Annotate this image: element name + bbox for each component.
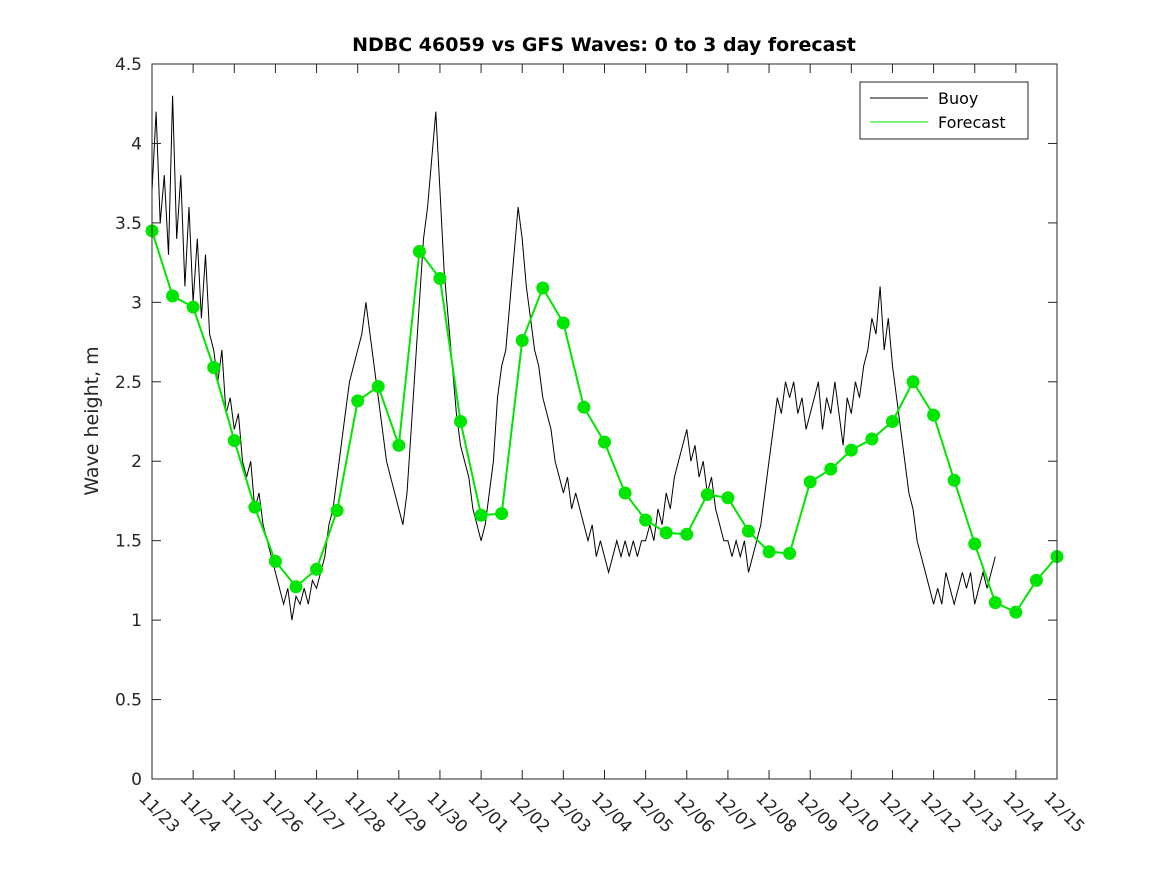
forecast-marker [783, 546, 797, 560]
forecast-marker [906, 375, 920, 389]
y-tick-label: 0 [131, 770, 142, 790]
forecast-marker [556, 316, 570, 330]
y-tick-label: 1 [131, 611, 142, 631]
forecast-marker [351, 394, 365, 408]
legend-box [859, 81, 1029, 140]
y-tick-label: 3 [131, 293, 142, 313]
y-tick-label: 3.5 [115, 214, 142, 234]
forecast-marker [659, 526, 673, 540]
forecast-marker [392, 438, 406, 452]
forecast-marker [577, 400, 591, 414]
chart-title: NDBC 46059 vs GFS Waves: 0 to 3 day fore… [352, 34, 856, 56]
forecast-marker [968, 537, 982, 551]
buoy-line [151, 95, 996, 621]
forecast-marker [454, 415, 468, 428]
legend-forecast-label: Forecast [938, 113, 1006, 132]
y-tick-label: 4 [131, 134, 142, 154]
forecast-marker [803, 475, 817, 489]
y-tick-label: 0.5 [115, 691, 142, 711]
forecast-marker [721, 491, 735, 505]
y-tick-label: 4.5 [115, 55, 142, 75]
forecast-marker [844, 443, 858, 457]
forecast-marker [412, 244, 426, 258]
y-axis: 0 0.5 1 1.5 2 2.5 3 3.5 4 4.5 [115, 55, 1057, 790]
forecast-marker [474, 508, 488, 522]
forecast-marker [700, 488, 714, 502]
forecast-marker [536, 281, 550, 295]
forecast-marker [762, 545, 776, 559]
forecast-marker [1009, 605, 1023, 619]
forecast-marker [598, 435, 611, 449]
legend-buoy-label: Buoy [938, 89, 978, 108]
forecast-marker [495, 507, 509, 521]
forecast-marker [885, 415, 899, 428]
forecast-marker [248, 500, 262, 514]
y-tick-label: 1.5 [115, 532, 142, 552]
forecast-marker [433, 272, 447, 285]
legend: Buoy Forecast [859, 81, 1029, 140]
forecast-marker [1029, 573, 1043, 587]
forecast-marker [166, 289, 180, 303]
y-tick-label: 2.5 [115, 373, 142, 393]
forecast-marker [515, 333, 529, 347]
forecast-marker [289, 580, 303, 594]
forecast-marker [310, 562, 324, 576]
forecast-marker [227, 434, 241, 448]
forecast-marker [639, 513, 653, 527]
forecast-marker [988, 596, 1002, 610]
plot-area [152, 64, 1057, 779]
forecast-marker [371, 380, 385, 394]
forecast-marker [186, 300, 200, 314]
y-tick-label: 2 [131, 452, 142, 472]
forecast-marker [927, 408, 941, 422]
forecast-marker [330, 503, 344, 517]
forecast-marker [618, 486, 632, 500]
forecast-marker [824, 462, 838, 476]
forecast-marker [947, 473, 961, 487]
forecast-marker [741, 524, 755, 538]
forecast-marker [865, 432, 879, 446]
forecast-marker [268, 554, 282, 568]
forecast-marker [207, 360, 221, 374]
forecast-marker [680, 527, 694, 541]
y-axis-label: Wave height, m [81, 346, 103, 495]
